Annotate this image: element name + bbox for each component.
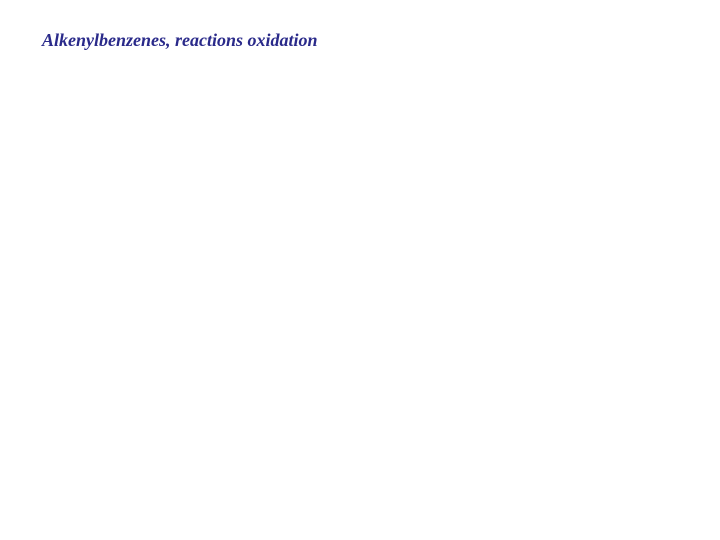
page-heading: Alkenylbenzenes, reactions oxidation — [42, 30, 318, 51]
